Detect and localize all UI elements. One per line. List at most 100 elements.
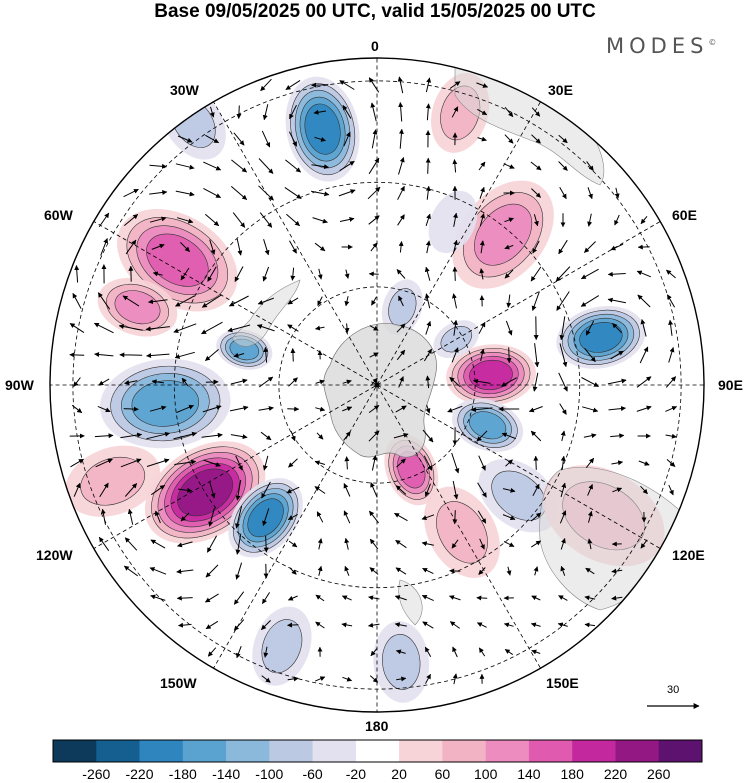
wind-arrow-412 <box>530 622 541 628</box>
wind-arrow-10 <box>236 105 242 119</box>
wind-arrow-295 <box>611 460 624 466</box>
wind-arrow-366 <box>235 562 243 580</box>
wind-arrow-294 <box>585 457 595 469</box>
wind-arrow-184 <box>69 352 85 358</box>
wind-arrow-280 <box>203 459 221 467</box>
wind-arrow-270 <box>560 430 566 442</box>
wind-arrow-39 <box>203 161 222 171</box>
wind-arrow-399 <box>178 622 192 628</box>
wind-arrow-4 <box>368 77 380 93</box>
wind-arrow-34 <box>504 134 514 144</box>
south-pole-marker <box>374 382 380 388</box>
wind-arrow-251 <box>665 406 678 412</box>
wind-arrow-82 <box>339 216 355 222</box>
lon-label-60w: 60W <box>44 207 73 223</box>
wind-arrow-196 <box>423 348 433 362</box>
brand-mark: © <box>708 38 717 47</box>
wind-arrow-33 <box>477 136 487 142</box>
anomaly-contour-5-5 <box>177 468 234 517</box>
wind-arrow-358 <box>560 538 566 550</box>
wind-arrow-274 <box>665 433 677 439</box>
colorbar-swatch-6 <box>312 740 357 762</box>
wind-arrow-74 <box>123 214 139 226</box>
wind-arrow-207 <box>98 378 110 386</box>
wind-arrow-166 <box>201 321 223 335</box>
wind-arrow-96 <box>151 243 165 250</box>
wind-arrow-44 <box>339 160 355 172</box>
wind-arrow-195 <box>396 349 406 361</box>
wind-arrow-188 <box>174 351 195 359</box>
wind-arrow-419 <box>370 647 378 657</box>
wind-arrow-363 <box>149 567 167 575</box>
wind-arrow-35 <box>531 134 541 144</box>
wind-arrow-138 <box>72 292 82 309</box>
wind-arrow-208 <box>124 379 138 385</box>
wind-arrow-147 <box>317 296 323 306</box>
wind-arrow-283 <box>288 458 298 468</box>
wind-arrow-135 <box>607 271 626 277</box>
wind-arrow-65 <box>425 185 431 200</box>
wind-arrow-21 <box>531 107 541 117</box>
wind-arrow-337 <box>530 512 542 522</box>
wind-arrow-155 <box>531 291 540 311</box>
wind-arrow-417 <box>263 646 269 658</box>
wind-arrow-52 <box>558 161 568 171</box>
lon-label-30w: 30W <box>170 82 199 98</box>
wind-arrow-170 <box>315 325 325 331</box>
wind-arrow-198 <box>479 348 485 362</box>
wind-arrow-2 <box>311 82 329 88</box>
wind-arrow-269 <box>530 430 542 442</box>
wind-arrow-89 <box>533 214 539 227</box>
colorbar-label: -60 <box>302 766 323 782</box>
wind-arrow-341 <box>98 536 110 551</box>
wind-arrow-27 <box>314 136 326 142</box>
wind-arrow-79 <box>259 212 273 228</box>
wind-arrow-433 <box>452 673 458 685</box>
lon-label-180: 180 <box>365 718 389 734</box>
wind-arrow-67 <box>479 186 485 199</box>
wind-arrow-423 <box>478 647 486 657</box>
wind-arrow-226 <box>607 378 627 385</box>
colorbar-swatch-10 <box>485 740 530 762</box>
wind-arrow-104 <box>370 242 378 252</box>
wind-arrow-175 <box>452 319 458 336</box>
wind-arrow-371 <box>369 567 379 575</box>
wind-arrow-221 <box>473 378 491 384</box>
wind-arrow-53 <box>586 161 594 172</box>
wind-arrow-108 <box>479 240 485 254</box>
wind-arrow-395 <box>531 595 541 601</box>
wind-arrow-318 <box>612 487 623 493</box>
colorbar-swatch-0 <box>53 740 97 762</box>
wind-arrow-329 <box>316 511 324 523</box>
wind-arrow-30 <box>398 128 404 149</box>
wind-arrow-28 <box>343 131 351 147</box>
wind-arrow-344 <box>177 541 193 548</box>
wind-arrow-81 <box>312 217 328 224</box>
wind-arrow-105 <box>398 241 404 253</box>
colorbar-swatch-14 <box>658 740 703 762</box>
wind-arrow-25 <box>261 130 271 148</box>
wind-arrow-183 <box>668 319 674 336</box>
wind-arrow-431 <box>396 676 407 682</box>
wind-arrow-379 <box>585 567 595 575</box>
anomaly-contour-11-3 <box>469 411 507 440</box>
wind-arrow-249 <box>608 406 626 412</box>
wind-arrow-328 <box>287 513 298 521</box>
wind-arrow-402 <box>261 620 271 630</box>
wind-arrow-355 <box>479 538 485 550</box>
wind-arrow-6 <box>425 77 432 93</box>
wind-arrow-219 <box>425 375 431 389</box>
wind-arrow-287 <box>396 458 406 468</box>
wind-arrow-338 <box>559 510 567 524</box>
wind-arrow-121 <box>234 266 244 282</box>
wind-arrow-176 <box>478 321 486 334</box>
anomaly-contour-21-0 <box>428 190 478 254</box>
wind-arrow-250 <box>636 405 652 412</box>
wind-arrow-281 <box>235 455 243 471</box>
wind-arrow-342 <box>124 537 138 551</box>
wind-arrow-334 <box>452 510 458 525</box>
wind-arrow-258 <box>230 434 248 440</box>
wind-arrow-26 <box>288 131 298 147</box>
wind-arrow-15 <box>370 102 377 122</box>
wind-arrow-72 <box>614 187 620 199</box>
